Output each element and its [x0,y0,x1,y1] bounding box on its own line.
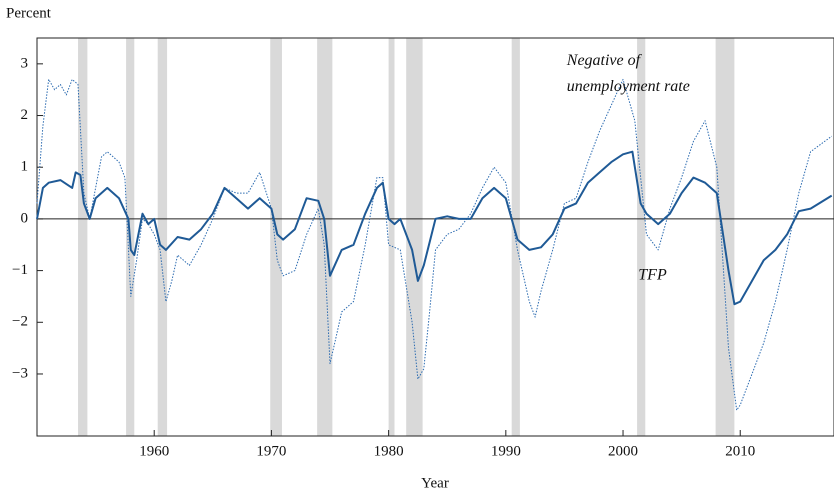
x-axis-label: Year [421,475,449,491]
y-tick-label: 0 [21,210,29,226]
plot-frame [36,37,834,437]
x-tick-label: 2000 [608,443,638,459]
x-tick-label: 1990 [491,443,521,459]
y-tick-label: 1 [21,159,29,175]
series-line [36,150,833,306]
series-line [36,78,832,411]
recession-band [270,38,282,436]
y-tick-label: −1 [12,262,28,278]
recession-band [715,38,735,436]
x-tick-label: 1980 [374,443,404,459]
x-tick-label: 1960 [139,443,169,459]
annotation: TFP [638,266,667,283]
recession-band [388,38,395,436]
y-tick-label: −3 [12,365,28,381]
recession-band [637,38,646,436]
recession-band [406,38,423,436]
x-tick-label: 1970 [256,443,286,459]
recession-band [78,38,88,436]
y-axis-label: Percent [6,5,52,21]
y-tick-label: 3 [21,55,29,71]
annotation: Negative of [566,52,643,69]
y-tick-label: 2 [21,107,29,123]
y-tick-label: −2 [12,314,28,330]
annotation: unemployment rate [567,78,690,95]
x-tick-label: 2010 [725,443,755,459]
recession-band [157,38,168,436]
recession-band [317,38,333,436]
